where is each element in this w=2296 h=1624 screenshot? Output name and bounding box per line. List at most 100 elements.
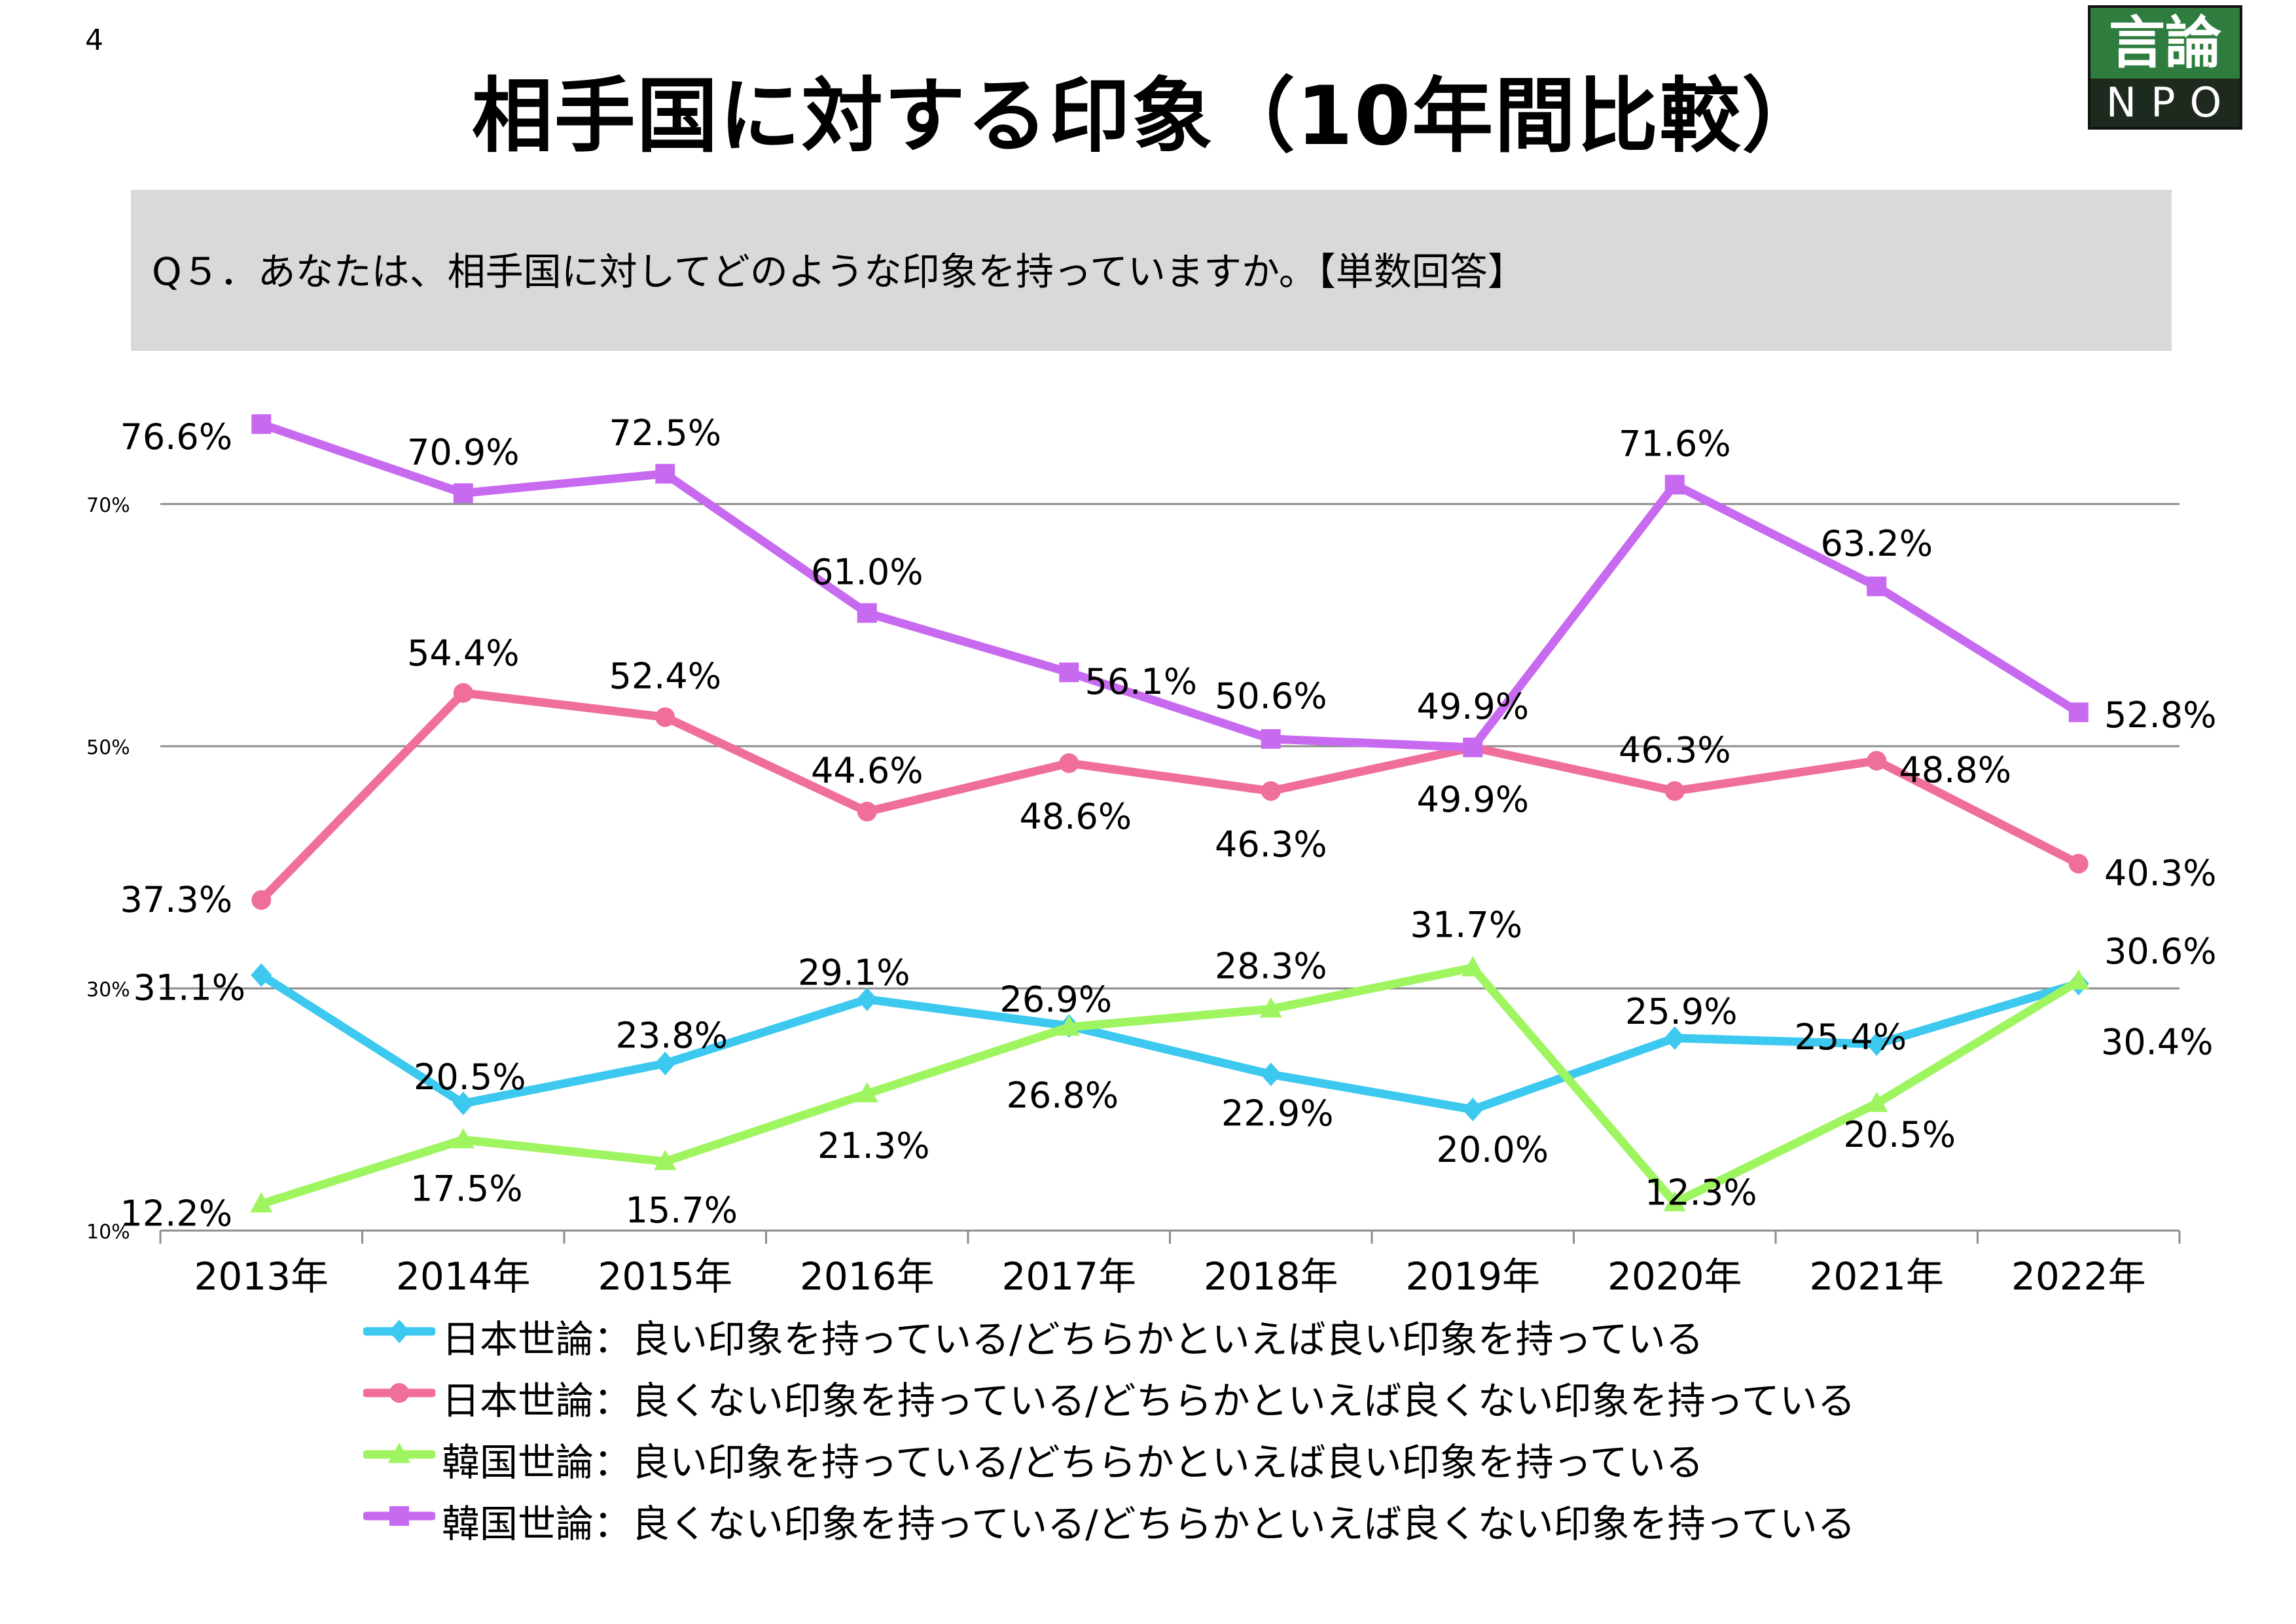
data-point xyxy=(1664,781,1685,801)
data-label: 23.8% xyxy=(615,1015,728,1056)
data-point xyxy=(1261,729,1281,749)
data-label: 29.1% xyxy=(798,952,910,994)
data-point xyxy=(389,1383,409,1403)
y-tick-label: 30% xyxy=(86,979,130,1001)
data-label: 49.9% xyxy=(1416,779,1529,820)
series-line xyxy=(257,971,2083,1114)
data-label: 30.4% xyxy=(2101,1022,2214,1063)
data-point xyxy=(1259,997,1282,1018)
legend-label: 韓国世論：良くない印象を持っている/どちらかといえば良くない印象を持っている xyxy=(442,1502,1856,1546)
data-point xyxy=(251,963,272,987)
data-label: 17.5% xyxy=(410,1168,523,1209)
data-label: 52.8% xyxy=(2104,695,2217,736)
data-point xyxy=(251,890,272,910)
legend-label: 日本世論：良い印象を持っている/どちらかといえば良い印象を持っている xyxy=(442,1317,1704,1362)
series-layer xyxy=(250,414,2090,1213)
data-point xyxy=(1866,1032,1888,1056)
page-title: 相手国に対する印象（10年間比較） xyxy=(471,69,1825,164)
legend-swatch xyxy=(363,1320,435,1343)
data-label: 30.6% xyxy=(2104,931,2217,972)
logo-top-text: 言論 xyxy=(2090,8,2240,79)
data-label: 52.4% xyxy=(609,656,721,697)
data-point xyxy=(1059,753,1079,773)
data-point xyxy=(1867,751,1887,771)
data-point xyxy=(1664,475,1685,495)
data-label: 25.9% xyxy=(1625,991,1738,1032)
data-label: 63.2% xyxy=(1820,523,1933,564)
data-label: 76.6% xyxy=(120,416,232,458)
x-tick-label: 2016年 xyxy=(800,1254,935,1299)
data-label: 37.3% xyxy=(120,879,232,920)
data-point xyxy=(1462,1098,1484,1121)
x-tick-label: 2013年 xyxy=(194,1254,329,1299)
grid-layer xyxy=(160,503,2179,990)
data-label: 70.9% xyxy=(407,431,520,473)
data-point xyxy=(654,1149,677,1170)
data-point xyxy=(655,463,675,484)
data-label: 20.5% xyxy=(414,1056,526,1098)
page-number: 4 xyxy=(85,24,103,57)
genron-npo-logo: 言論 NPO xyxy=(2088,5,2242,130)
data-point xyxy=(1865,1091,1888,1112)
data-point xyxy=(1867,576,1887,596)
data-point xyxy=(389,1506,409,1526)
data-label: 61.0% xyxy=(811,552,924,593)
x-tick-label: 2017年 xyxy=(1001,1254,1136,1299)
data-label-layer: 31.1% 20.5% 23.8% 29.1% 26.9% 22.9% 20.0% 25.9%… xyxy=(120,412,2216,1235)
data-label: 31.7% xyxy=(1410,905,1522,946)
legend-swatch xyxy=(363,1443,435,1463)
data-point xyxy=(2068,702,2089,723)
data-point xyxy=(1462,956,1484,977)
data-point xyxy=(453,483,473,503)
data-point xyxy=(857,603,877,623)
data-point xyxy=(453,683,473,703)
y-tick-label: 10% xyxy=(86,1221,130,1244)
data-label: 48.8% xyxy=(1899,749,2011,791)
data-point xyxy=(1058,1015,1081,1036)
data-label: 40.3% xyxy=(2104,852,2217,893)
data-label: 25.4% xyxy=(1794,1017,1907,1058)
data-label: 56.1% xyxy=(1085,661,1197,702)
data-label: 46.3% xyxy=(1619,729,1731,770)
axis-layer: 10% 30% 50% 70% 2013年 2014年 2015年 2016年 2017年 201… xyxy=(86,494,2181,1299)
data-point xyxy=(2068,854,2089,874)
data-label: 71.6% xyxy=(1619,423,1731,464)
data-point xyxy=(1664,1026,1685,1050)
x-tick-label: 2018年 xyxy=(1204,1254,1338,1299)
data-label: 44.6% xyxy=(811,750,924,791)
x-tick-label: 2015年 xyxy=(598,1254,732,1299)
x-tick-label: 2022年 xyxy=(2011,1254,2146,1299)
data-point xyxy=(855,1081,878,1102)
data-point xyxy=(1260,1062,1282,1087)
data-point xyxy=(655,1051,676,1075)
legend-label: 日本世論：良くない印象を持っている/どちらかといえば良くない印象を持っている xyxy=(442,1379,1856,1423)
data-point xyxy=(251,414,272,434)
data-point xyxy=(452,1128,475,1149)
x-tick-label: 2021年 xyxy=(1809,1254,1944,1299)
logo-bottom-text: NPO xyxy=(2106,79,2236,126)
data-point xyxy=(655,707,675,727)
data-label: 26.9% xyxy=(999,979,1112,1020)
data-label: 26.8% xyxy=(1006,1075,1119,1116)
data-point xyxy=(1059,662,1079,683)
data-point xyxy=(856,987,878,1011)
data-point xyxy=(1261,781,1281,801)
question-text: Q５．あなたは、相手国に対してどのような印象を持っていますか。【単数回答】 xyxy=(152,249,1526,294)
data-point xyxy=(250,1192,273,1213)
question-box: Q５．あなたは、相手国に対してどのような印象を持っていますか。【単数回答】 xyxy=(131,190,2172,351)
x-tick-label: 2020年 xyxy=(1607,1254,1742,1299)
data-label: 22.9% xyxy=(1221,1092,1334,1134)
data-point xyxy=(1463,737,1483,757)
data-label: 46.3% xyxy=(1215,823,1327,865)
data-point xyxy=(2067,969,2090,990)
data-label: 48.6% xyxy=(1019,796,1132,837)
data-point xyxy=(1663,1191,1686,1212)
y-tick-label: 50% xyxy=(86,736,130,759)
data-label: 72.5% xyxy=(609,412,721,454)
x-tick-label: 2014年 xyxy=(396,1254,531,1299)
series-line xyxy=(257,964,2083,1208)
data-label: 31.1% xyxy=(133,967,245,1009)
legend-swatch xyxy=(363,1383,435,1403)
data-label: 54.4% xyxy=(407,633,520,674)
